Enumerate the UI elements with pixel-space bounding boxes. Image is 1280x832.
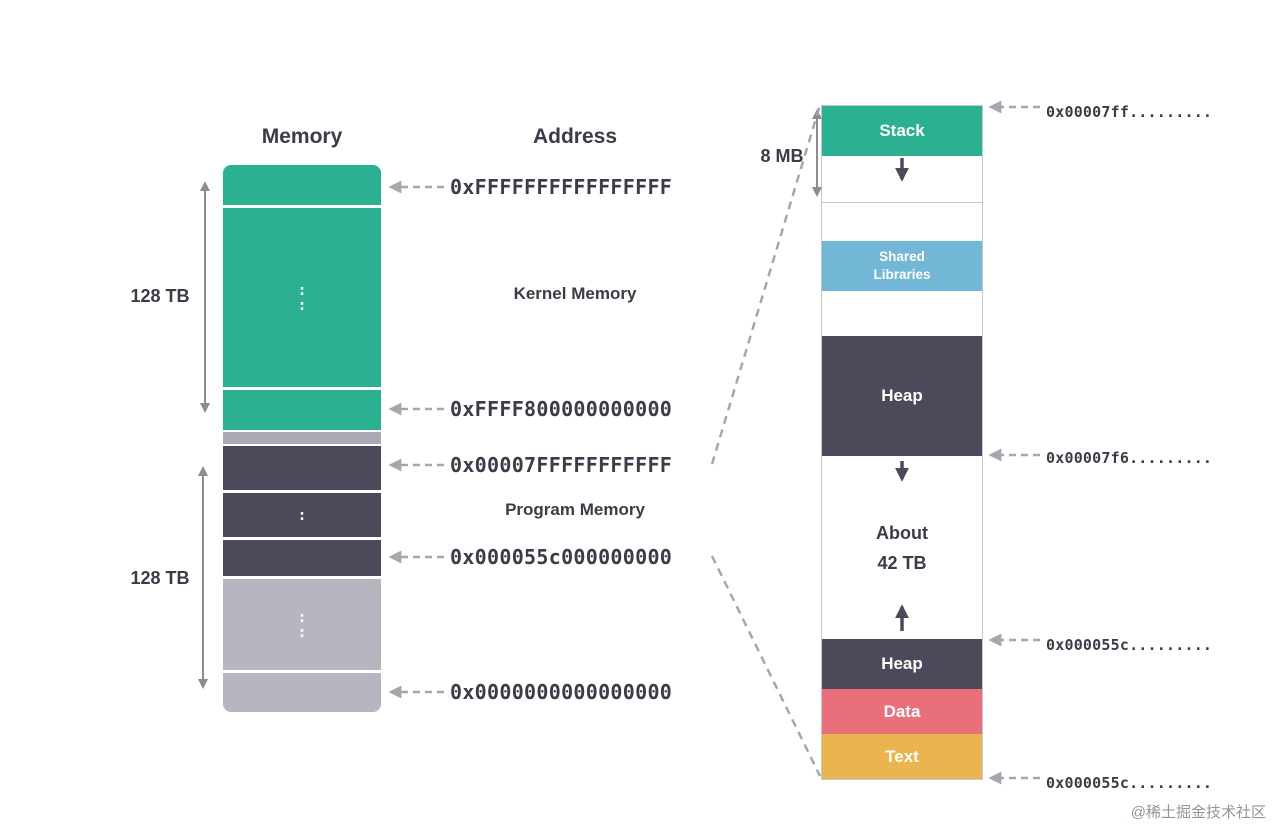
stack-segment-label: Stack [879,121,925,141]
program-segment-mid: : [223,493,381,537]
unused-segment-main: : : [223,579,381,670]
kernel-segment-base [223,390,381,430]
address-column-title: Address [532,125,618,148]
heap-small-label: Heap [881,654,923,674]
shared-libraries-label: Shared Libraries [873,249,931,282]
free-space-size-label: About 42 TB [876,522,928,573]
address-program-top: 0x00007FFFFFFFFFFF [450,453,673,477]
text-segment: Text [822,734,982,779]
stack-growth-area [822,156,982,203]
text-segment-label: Text [885,746,919,766]
process-memory-column: Stack Shared Libraries Heap About 42 TB … [821,105,983,780]
heap-segment: Heap [822,336,982,456]
free-space-area: About 42 TB [822,456,982,639]
kernel-segment-top [223,165,381,205]
stack-size-label: 8 MB [760,146,804,166]
address-zero: 0x0000000000000000 [450,680,673,704]
memory-column-title: Memory [261,125,343,148]
shared-libraries-segment: Shared Libraries [822,241,982,291]
address-kernel-base: 0xFFFF800000000000 [450,397,673,421]
address-program-base: 0x000055c000000000 [450,545,673,569]
noncanonical-gap-segment [223,432,381,444]
address-right-top: 0x00007ff......... [1046,103,1213,121]
gap-area-upper [822,203,982,241]
data-segment-label: Data [883,701,921,721]
address-right-bottom: 0x000055c......... [1046,774,1213,792]
program-segment-top [223,446,381,490]
address-top: 0xFFFFFFFFFFFFFFFF [450,175,673,199]
program-memory-label: Program Memory [505,500,645,519]
kernel-ellipsis-dots: : : [297,280,307,314]
address-right-heap-base: 0x00007f6......... [1046,449,1213,467]
memory-column: : : : : : [223,165,381,712]
program-ellipsis-dots: : [297,505,307,524]
unused-segment-bottom [223,673,381,712]
data-segment: Data [822,689,982,734]
gap-area-lower [822,291,982,336]
stack-segment: Stack [822,106,982,156]
watermark: @稀土掘金技术社区 [1130,804,1266,821]
unused-ellipsis-dots: : : [297,607,307,641]
kernel-memory-label: Kernel Memory [513,284,637,303]
address-right-heap-small-top: 0x000055c......... [1046,636,1213,654]
kernel-segment-main: : : [223,208,381,387]
zoom-connector-bottom [710,555,822,777]
heap-small-segment: Heap [822,639,982,689]
kernel-size-label: 128 TB [130,286,190,306]
program-segment-base [223,540,381,576]
user-size-label: 128 TB [130,568,190,588]
heap-segment-label: Heap [881,386,923,406]
